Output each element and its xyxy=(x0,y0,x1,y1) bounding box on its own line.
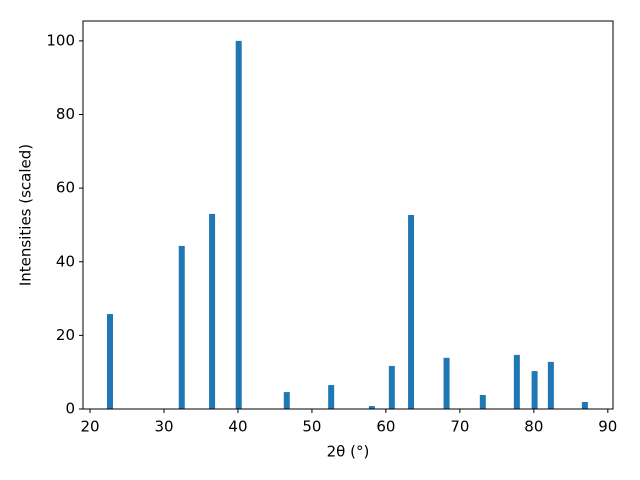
x-tick-label: 90 xyxy=(598,418,617,436)
x-axis-label: 2θ (°) xyxy=(327,443,370,461)
x-tick-label: 70 xyxy=(450,418,469,436)
x-tick-label: 80 xyxy=(524,418,543,436)
y-axis-label: Intensities (scaled) xyxy=(17,144,35,286)
bar xyxy=(443,357,450,409)
bar xyxy=(408,215,415,409)
bar xyxy=(581,402,588,409)
y-tick-label: 60 xyxy=(56,179,75,197)
plot-frame xyxy=(82,20,614,410)
x-tick-label: 60 xyxy=(376,418,395,436)
bar xyxy=(513,354,520,409)
bar xyxy=(388,365,395,409)
bar xyxy=(178,245,185,409)
x-tick-label: 40 xyxy=(228,418,247,436)
y-tick-label: 20 xyxy=(56,326,75,344)
bar xyxy=(106,314,113,409)
bar xyxy=(368,406,375,409)
bar xyxy=(328,385,335,409)
x-tick-label: 20 xyxy=(80,418,99,436)
bar xyxy=(531,371,538,409)
y-tick-label: 100 xyxy=(46,31,75,49)
bar xyxy=(209,213,216,409)
bar xyxy=(547,361,554,409)
bar xyxy=(283,392,290,409)
y-tick-label: 0 xyxy=(65,400,75,418)
bar xyxy=(235,40,242,409)
y-tick-label: 80 xyxy=(56,105,75,123)
bar xyxy=(479,395,486,409)
x-tick-label: 30 xyxy=(154,418,173,436)
x-tick-label: 50 xyxy=(302,418,321,436)
y-tick-label: 40 xyxy=(56,252,75,270)
